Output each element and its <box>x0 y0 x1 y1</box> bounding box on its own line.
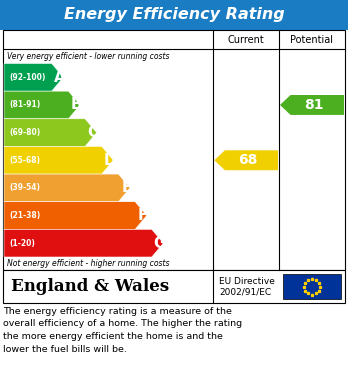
Text: 2002/91/EC: 2002/91/EC <box>219 287 271 296</box>
Text: C: C <box>88 125 99 140</box>
Polygon shape <box>4 230 163 257</box>
Text: Not energy efficient - higher running costs: Not energy efficient - higher running co… <box>7 259 169 268</box>
Polygon shape <box>4 63 63 91</box>
Bar <box>3 30 345 270</box>
Text: (1-20): (1-20) <box>9 239 35 248</box>
Text: The energy efficiency rating is a measure of the
overall efficiency of a home. T: The energy efficiency rating is a measur… <box>3 307 242 353</box>
Text: 81: 81 <box>304 98 323 112</box>
Text: G: G <box>153 236 166 251</box>
Text: Potential: Potential <box>291 35 333 45</box>
Text: Very energy efficient - lower running costs: Very energy efficient - lower running co… <box>7 52 169 61</box>
Text: (55-68): (55-68) <box>9 156 40 165</box>
Polygon shape <box>4 202 147 230</box>
Text: Energy Efficiency Rating: Energy Efficiency Rating <box>64 7 284 23</box>
Text: D: D <box>104 153 116 168</box>
Text: England & Wales: England & Wales <box>11 278 169 295</box>
Text: (92-100): (92-100) <box>9 73 45 82</box>
Text: (69-80): (69-80) <box>9 128 40 137</box>
Polygon shape <box>280 95 344 115</box>
Polygon shape <box>4 146 113 174</box>
Text: B: B <box>71 97 82 113</box>
Polygon shape <box>214 150 278 170</box>
Bar <box>283 274 341 299</box>
Text: E: E <box>121 180 132 196</box>
Polygon shape <box>4 91 80 119</box>
Text: (81-91): (81-91) <box>9 100 40 109</box>
Text: F: F <box>138 208 148 223</box>
Text: EU Directive: EU Directive <box>219 276 275 285</box>
Text: (39-54): (39-54) <box>9 183 40 192</box>
Bar <box>3 270 345 303</box>
Text: (21-38): (21-38) <box>9 211 40 220</box>
Bar <box>0 0 348 30</box>
Polygon shape <box>4 174 130 202</box>
Text: Current: Current <box>228 35 264 45</box>
Text: A: A <box>54 70 66 85</box>
Polygon shape <box>4 119 97 146</box>
Text: 68: 68 <box>238 153 258 167</box>
